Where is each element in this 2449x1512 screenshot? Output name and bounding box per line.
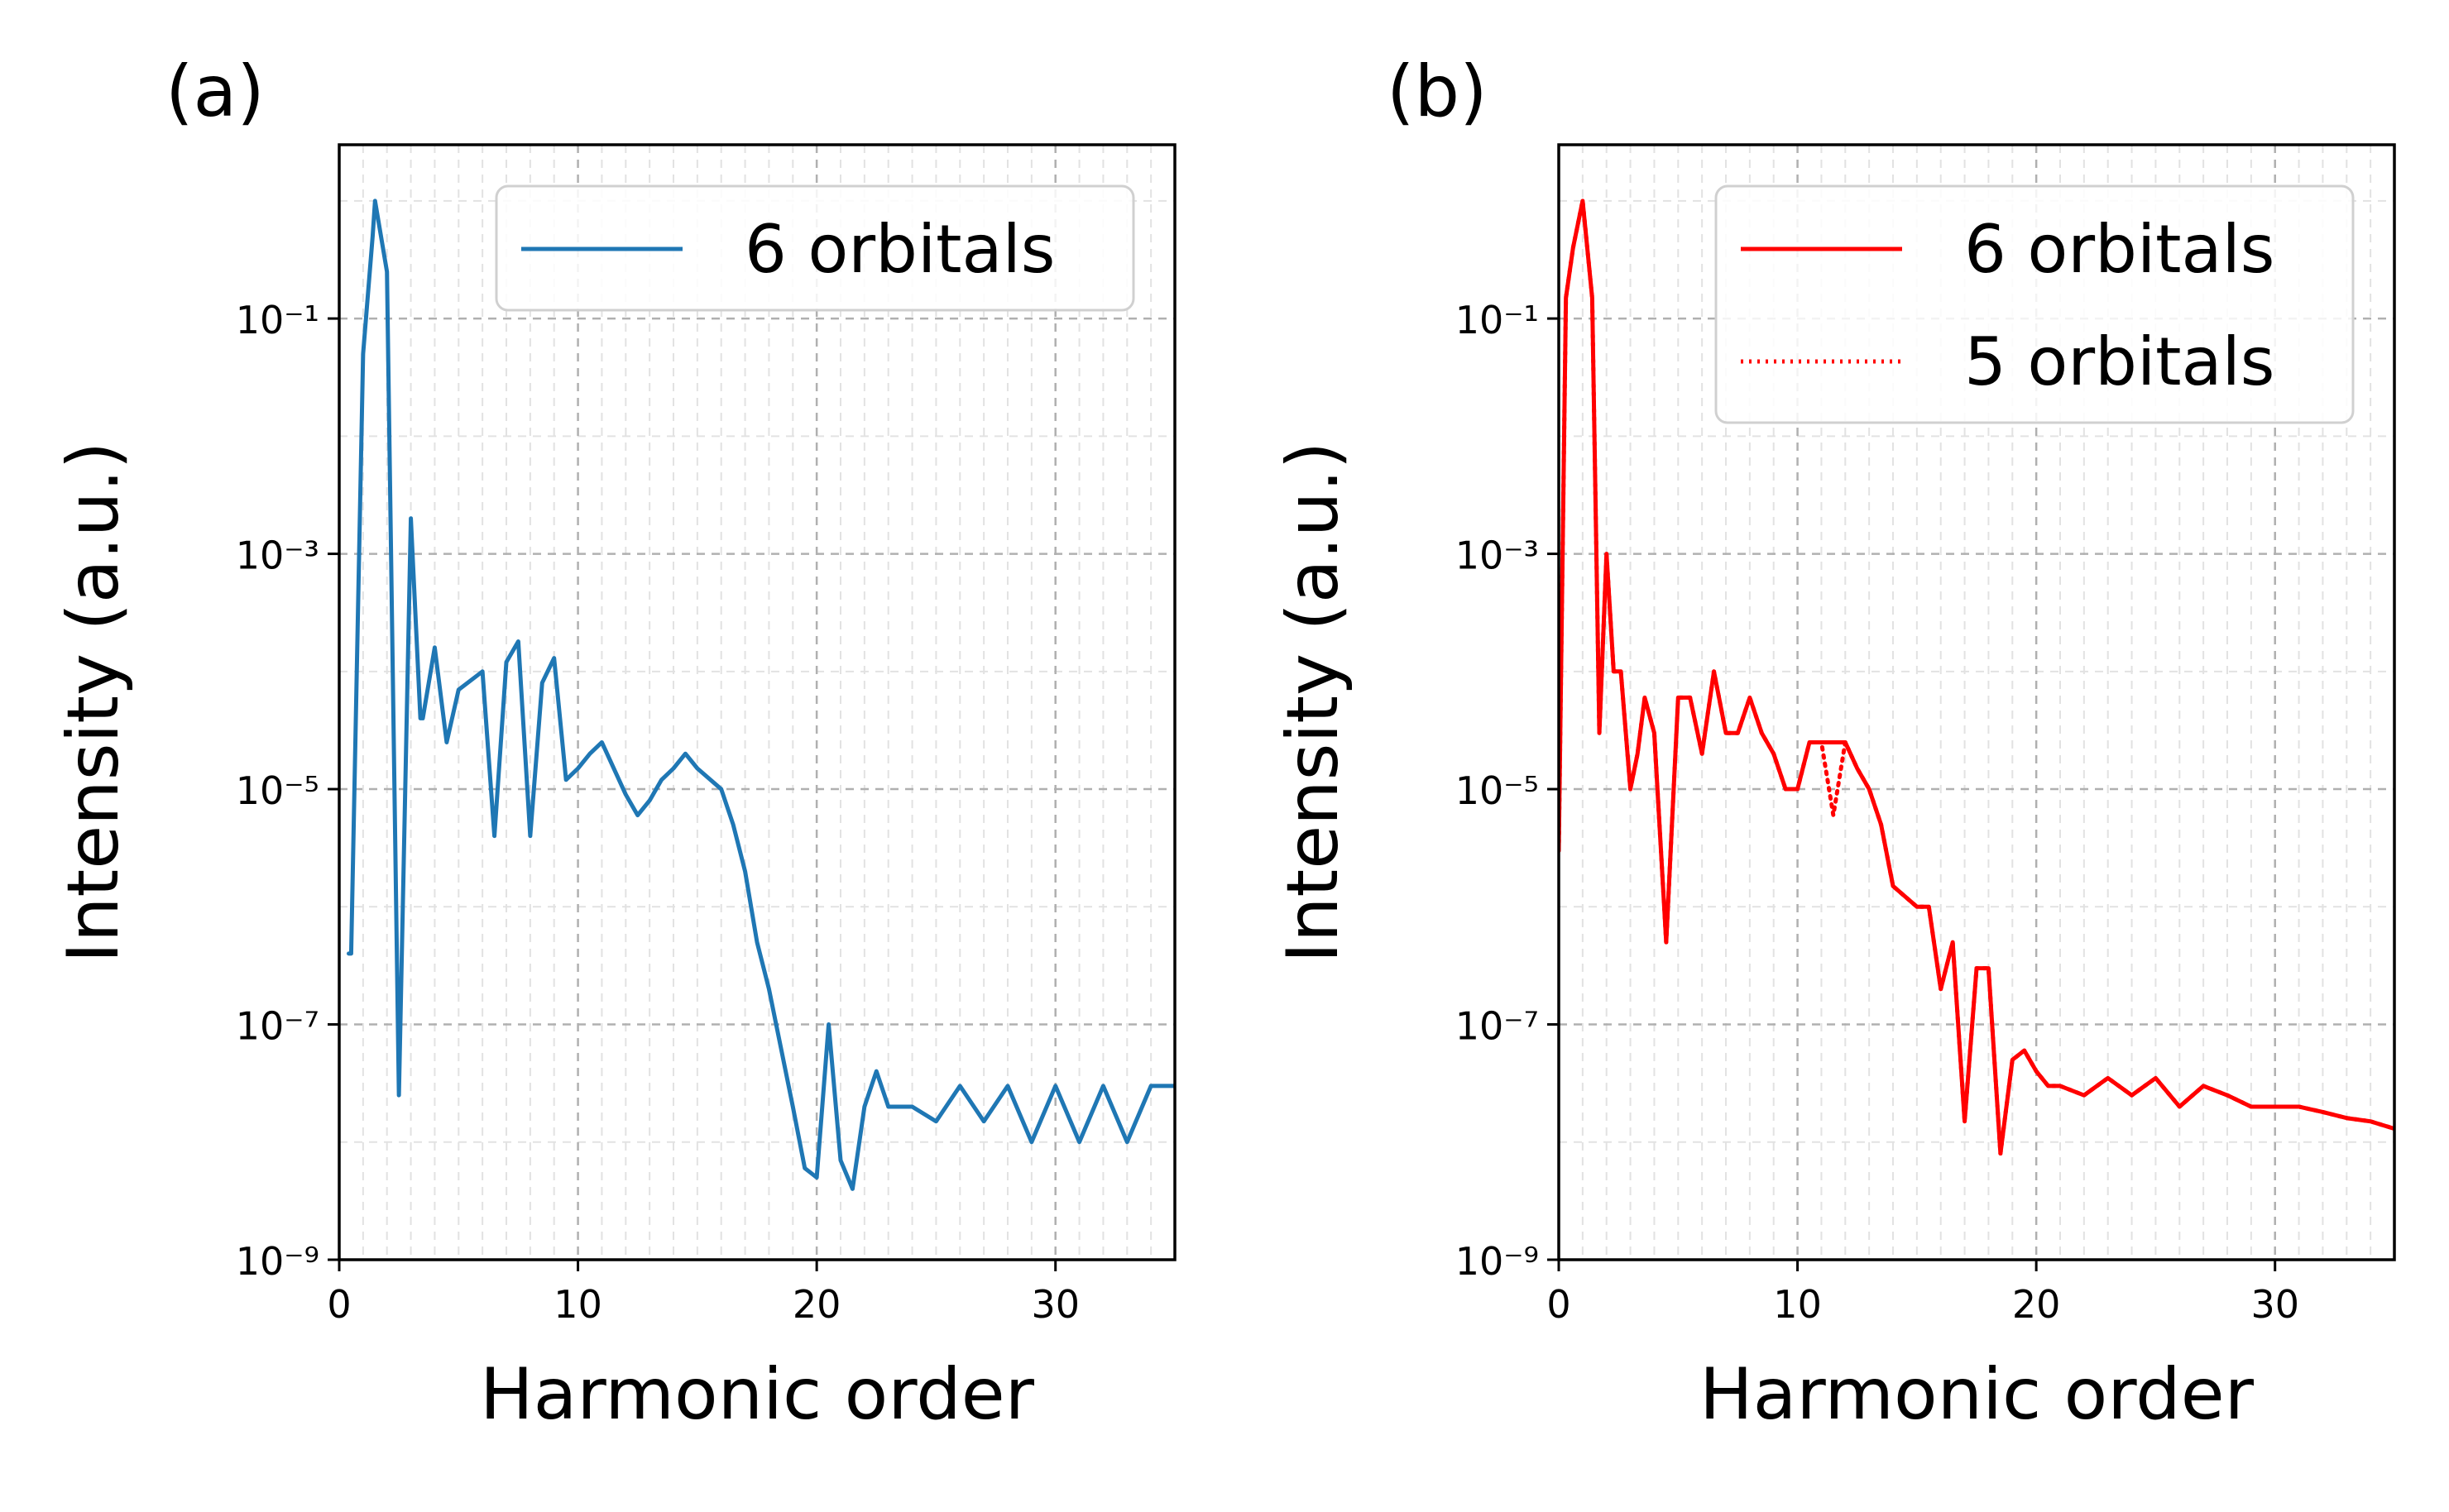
x-axis-label: Harmonic order xyxy=(480,1353,1035,1436)
legend: 6 orbitals 5 orbitals xyxy=(1714,184,2355,424)
y-axis-label: Intensity (a.u.) xyxy=(52,442,135,964)
x-tick-label: 0 xyxy=(327,1282,351,1327)
y-tick-label: 10⁻⁵ xyxy=(236,768,319,813)
x-tick-label: 10 xyxy=(554,1282,602,1327)
y-tick-label: 10⁻³ xyxy=(236,534,319,578)
y-tick-label: 10⁻⁵ xyxy=(1455,768,1539,813)
y-tick-label: 10⁻³ xyxy=(1455,534,1539,578)
panel-label: (a) xyxy=(165,50,265,133)
minor-grid xyxy=(339,145,1176,1260)
x-axis-label: Harmonic order xyxy=(1699,1353,2255,1436)
y-tick-label: 10⁻¹ xyxy=(1455,298,1539,342)
y-tick-label: 10⁻⁹ xyxy=(1455,1239,1539,1284)
x-tick-label: 30 xyxy=(2250,1282,2299,1327)
legend-label: 6 orbitals xyxy=(1964,211,2274,288)
legend: 6 orbitals xyxy=(495,184,1135,312)
axes-frame xyxy=(338,143,1177,1261)
legend-label: 6 orbitals xyxy=(745,211,1055,288)
x-tick-label: 0 xyxy=(1546,1282,1570,1327)
y-tick-label: 10⁻⁷ xyxy=(1455,1004,1539,1049)
x-tick-label: 10 xyxy=(1773,1282,1822,1327)
series-line-5-orbitals xyxy=(1559,199,2394,1156)
y-tick-label: 10⁻¹ xyxy=(236,298,319,342)
panel-label: (b) xyxy=(1387,50,1488,133)
x-tick-label: 30 xyxy=(1031,1282,1080,1327)
major-grid xyxy=(338,145,1175,1261)
chart-panel-a: 0 10 20 30 10⁻⁹ 10⁻⁷ 10⁻⁵ 10⁻³ 10⁻¹ Harmonic orde… xyxy=(52,50,1177,1436)
y-tick-label: 10⁻⁹ xyxy=(236,1239,319,1284)
y-axis-label: Intensity (a.u.) xyxy=(1272,442,1354,964)
x-tick-label: 20 xyxy=(2012,1282,2061,1327)
x-tick-label: 20 xyxy=(793,1282,841,1327)
legend-label: 5 orbitals xyxy=(1964,323,2274,400)
chart-panel-b: 0 10 20 30 10⁻⁹ 10⁻⁷ 10⁻⁵ 10⁻³ 10⁻¹ Harmonic orde… xyxy=(1272,50,2396,1436)
axes-frame xyxy=(1557,143,2396,1261)
y-tick-label: 10⁻⁷ xyxy=(236,1004,319,1049)
series-line-6-orbitals xyxy=(347,199,1175,1191)
